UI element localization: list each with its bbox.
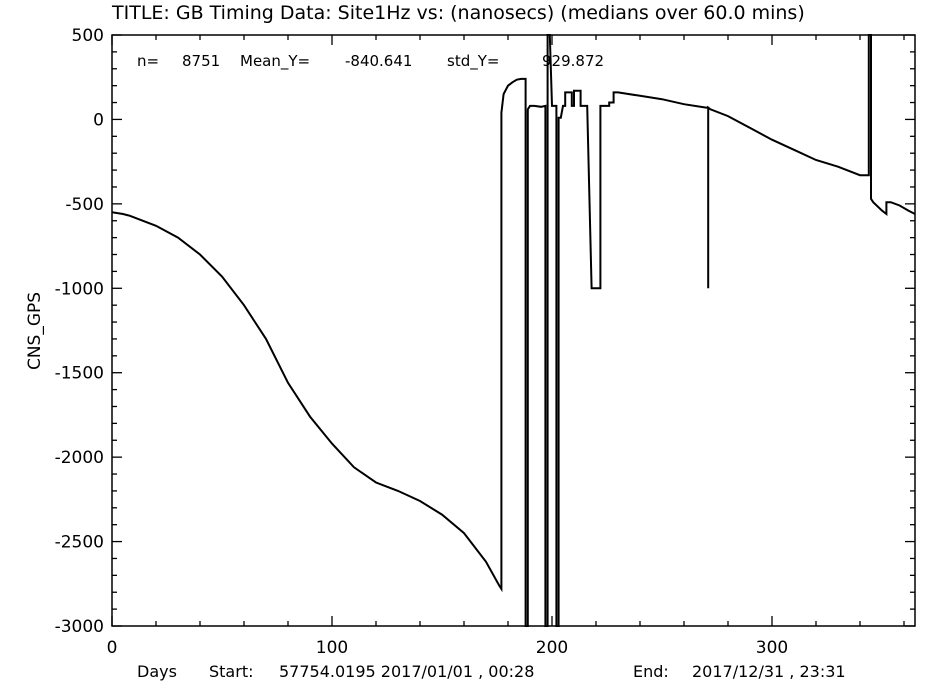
chart-title: TITLE: GB Timing Data: Site1Hz vs: (nano… <box>111 2 805 24</box>
series-layer <box>111 34 916 627</box>
y-tick-label: -2000 <box>55 448 104 468</box>
y-tick-label: -1500 <box>55 364 104 384</box>
footer-end-value: 2017/12/31 , 23:31 <box>692 662 846 681</box>
x-axis-label: Days <box>137 662 177 681</box>
footer-start-label: Start: <box>209 662 253 681</box>
y-tick-label: -1000 <box>55 279 104 299</box>
y-tick-label: -3000 <box>55 617 104 637</box>
stat-mean-value: -840.641 <box>345 52 412 70</box>
y-tick-label: 0 <box>93 110 104 130</box>
x-tick-label: 100 <box>316 638 348 658</box>
stat-mean-label: Mean_Y= <box>240 52 310 71</box>
stat-std-label: std_Y= <box>447 52 499 71</box>
y-tick-label: -500 <box>65 195 104 215</box>
plot-frame <box>111 34 916 627</box>
x-tick-label: 0 <box>107 638 118 658</box>
footer: Days Start: 57754.0195 2017/01/01 , 00:2… <box>137 662 846 681</box>
x-axis: 0 100 200 300 <box>107 35 905 658</box>
footer-end-label: End: <box>633 662 669 681</box>
x-tick-label: 300 <box>756 638 788 658</box>
stat-n-label: n= <box>137 52 159 70</box>
x-tick-label: 200 <box>536 638 568 658</box>
y-tick-label: -2500 <box>55 533 104 553</box>
stats-annotation: n= 8751 Mean_Y= -840.641 std_Y= 929.872 <box>137 52 604 71</box>
stat-std-value: 929.872 <box>542 52 604 70</box>
footer-start-value: 57754.0195 2017/01/01 , 00:28 <box>279 662 534 681</box>
stat-n-value: 8751 <box>182 52 220 70</box>
y-tick-label: 500 <box>72 26 104 46</box>
y-axis-label: CNS_GPS <box>25 292 45 370</box>
series-line <box>111 34 916 627</box>
y-axis: 500 0 -500 -1000 -1500 -2000 -2500 -3000 <box>55 26 915 637</box>
